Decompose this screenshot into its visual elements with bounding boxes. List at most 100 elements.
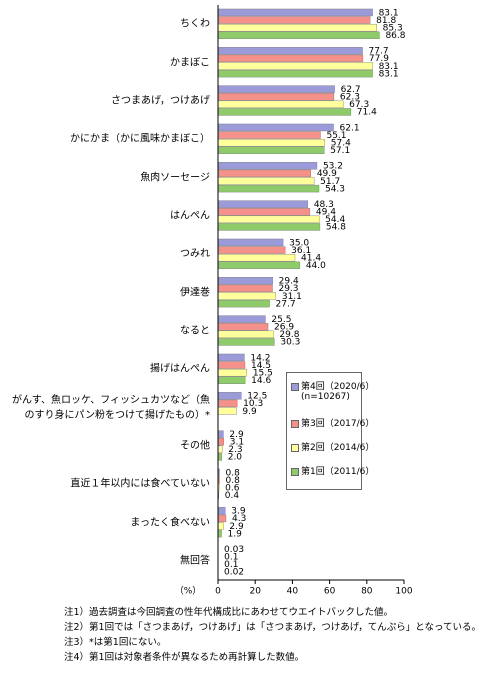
bar	[217, 253, 296, 262]
bar	[217, 223, 321, 231]
value-label: 51.7	[320, 177, 340, 187]
value-label: 54.4	[325, 215, 345, 225]
bar	[217, 522, 224, 530]
value-label: 49.4	[316, 208, 336, 218]
bar	[217, 123, 334, 132]
bar	[217, 438, 224, 446]
value-label: 26.9	[274, 323, 294, 333]
value-label: 12.5	[247, 392, 267, 402]
x-tick-label: 40	[287, 587, 299, 597]
category-label: さつまあげ，つけあげ	[111, 95, 210, 107]
category-label: 伊達巻	[180, 287, 210, 298]
value-label: 14.2	[250, 353, 270, 363]
bar	[217, 330, 274, 339]
x-tick-label: 60	[324, 587, 336, 597]
value-label: 10.3	[243, 399, 263, 409]
bar	[217, 131, 321, 139]
category-label: なると	[180, 325, 210, 337]
bar	[217, 284, 273, 293]
bar	[217, 108, 352, 116]
category-label: 揚げはんぺん	[150, 363, 210, 375]
value-label: 14.6	[251, 376, 271, 386]
bar	[217, 8, 373, 17]
category-label: 魚肉ソーセージ	[140, 172, 210, 183]
value-label: 3.9	[231, 507, 246, 517]
category-label: まったく食べない	[130, 517, 210, 528]
bar	[217, 100, 344, 109]
bar	[217, 392, 242, 400]
value-label: 1.9	[228, 529, 243, 539]
bar	[217, 215, 320, 224]
bar	[217, 514, 227, 523]
value-label: 29.8	[279, 330, 299, 340]
value-label: 62.3	[340, 93, 360, 103]
value-label: 29.4	[279, 277, 299, 287]
legend-sample-size: (n=10267)	[301, 392, 350, 402]
value-label: 9.9	[242, 407, 257, 417]
value-label: 62.1	[340, 123, 360, 133]
value-label: 3.1	[230, 438, 244, 448]
value-label: 31.1	[282, 292, 302, 302]
bar	[217, 368, 248, 377]
value-label: 15.5	[253, 368, 273, 378]
x-unit: （%）	[175, 586, 202, 597]
bar	[217, 361, 246, 369]
note: 注4）第1回は対象者条件が異なるため再計算した数値。	[64, 652, 305, 663]
bar	[217, 47, 363, 55]
value-label: 27.7	[276, 299, 296, 309]
bar	[217, 54, 364, 63]
value-label: 0.8	[225, 476, 240, 486]
bar	[217, 208, 311, 216]
bar	[217, 445, 223, 454]
bar	[217, 23, 377, 32]
bar	[217, 62, 373, 70]
category-label: 無回答	[180, 555, 210, 567]
legend: 第4回（2020/6） (n=10267) 第3回（2017/6） 第2回（2014/…	[286, 372, 374, 490]
category-label: がんす、魚ロッケ、フィッシュカツなど（魚のすり身にパン粉をつけて揚げたもの）*	[12, 394, 210, 421]
category-label: その他	[180, 440, 210, 452]
legend-entry: 第1回（2011/6）	[291, 464, 374, 477]
note: 注1）過去調査は今回調査の性年代構成比にあわせてウエイトバックした値。	[64, 607, 394, 618]
category-label: かまぼこ	[170, 57, 210, 68]
note: 注3）*は第1回にない。	[64, 637, 167, 648]
bar	[217, 138, 325, 147]
bar	[217, 246, 286, 254]
bar	[217, 162, 318, 170]
bar	[217, 399, 238, 408]
value-label: 29.3	[278, 284, 298, 294]
value-label: 0.1	[224, 560, 238, 570]
category-label: ちくわ	[180, 18, 210, 30]
value-label: 48.3	[314, 200, 334, 210]
bar	[217, 238, 284, 247]
value-label: 14.5	[251, 361, 271, 371]
value-label: 54.8	[326, 223, 346, 233]
value-label: 83.1	[379, 62, 399, 72]
value-label: 55.1	[326, 131, 346, 141]
value-label: 0.03	[224, 545, 244, 555]
value-label: 86.8	[385, 31, 405, 41]
bar	[217, 93, 335, 101]
bar	[217, 407, 237, 415]
bar	[217, 529, 222, 538]
value-label: 0.02	[224, 568, 244, 578]
value-label: 0.4	[225, 491, 240, 501]
bar	[217, 200, 309, 208]
category-label: はんぺん	[170, 210, 210, 222]
x-tick-label: 80	[361, 587, 373, 597]
value-label: 0.1	[224, 553, 238, 563]
legend-entry: 第4回（2020/6）	[291, 379, 374, 392]
value-label: 53.2	[323, 162, 343, 172]
category-label: かにかま（かに風味かまぼこ）	[70, 133, 210, 145]
legend-entry: 第3回（2017/6）	[291, 416, 374, 429]
bar	[217, 376, 246, 384]
value-label: 41.4	[301, 253, 321, 263]
bar	[217, 31, 380, 39]
value-label: 49.9	[317, 169, 337, 179]
value-label: 81.8	[376, 16, 396, 26]
x-tick-label: 100	[395, 587, 412, 597]
legend-entry: 第2回（2014/6）	[291, 440, 374, 453]
note: 注2）第1回では「さつまあげ，つけあげ」は「さつまあげ，つけあげ，てんぷら」とな…	[64, 622, 481, 633]
value-label: 85.3	[383, 23, 403, 33]
value-label: 35.0	[289, 238, 309, 248]
